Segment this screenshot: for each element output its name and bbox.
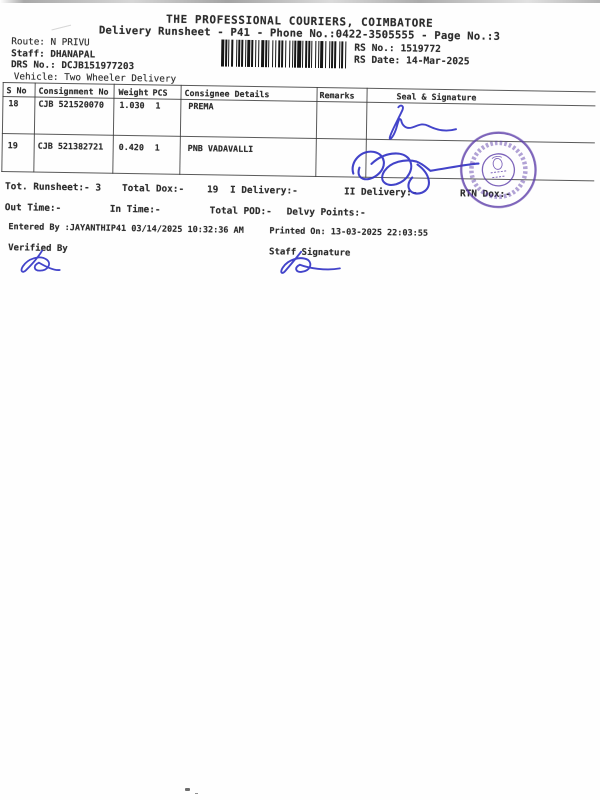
total-dox-value: 19 [206,184,219,196]
rs-date: RS Date: 14-Mar-2025 [354,54,470,68]
cell-pcs: 1 [155,100,161,111]
cell-consignment: CJB 521382721 [37,140,104,152]
table-col-line [112,83,115,174]
table-col-line [315,86,318,177]
ii-delivery: II Delivery:- [343,186,418,199]
i-delivery: I Delivery:- [229,184,298,197]
col-header-weight: Weight [118,86,149,98]
table-col-line [179,84,182,175]
table-col-line [365,87,368,178]
rtn-dox: RTN Dox:- [459,188,511,201]
col-header-remarks: Remarks [319,90,355,101]
col-header-consignee: Consignee Details [184,87,270,100]
cell-consignee: PREMA [188,100,214,112]
cell-weight: 0.420 [118,141,145,153]
total-dox-label: Total Dox:- [121,182,185,195]
barcode [220,39,347,69]
verified-by-label: Verified By [8,243,68,255]
in-time: In Time:- [109,203,161,216]
staff-signature-label: Staff Signature [268,247,351,259]
cell-consignee: PNB VADAVALLI [187,142,254,154]
signature-row-18 [388,104,457,140]
col-header-seal: Seal & Signature [396,91,477,103]
total-pod: Total POD:- [209,205,272,218]
entered-by: Entered By :JAYANTHIP41 03/14/2025 10:32… [8,222,244,236]
scan-speck [185,788,190,791]
cell-sno: 19 [7,140,18,151]
tot-runsheet: Tot. Runsheet:- 3 [4,181,102,194]
table-row: 19 CJB 521382721 0.420 1 PNB VADAVALLI [0,0,254,154]
cell-weight: 1.030 [119,99,145,111]
out-time: Out Time:- [4,202,62,214]
rs-no: RS No.: 1519772 [354,42,442,55]
printed-on: Printed On: 13-03-2025 22:03:55 [269,226,429,239]
table-bottom-border [1,171,595,182]
cell-pcs: 1 [154,142,160,153]
col-header-pcs: PCS [152,87,168,98]
delvy-points: Delvy Points:- [286,206,366,219]
scan-top-edge [0,0,600,3]
